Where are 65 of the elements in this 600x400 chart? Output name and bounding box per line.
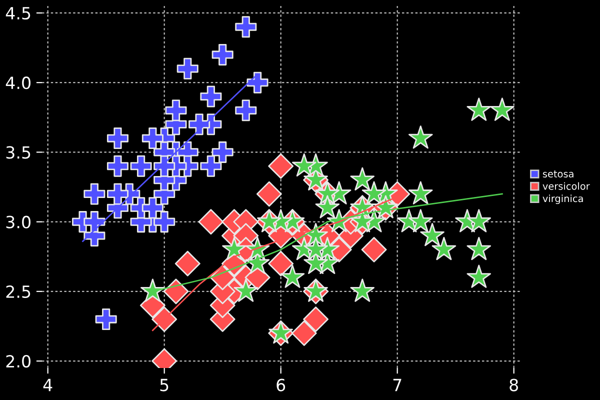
point	[268, 153, 294, 179]
point	[95, 308, 117, 330]
point	[152, 306, 178, 332]
point	[408, 181, 433, 204]
point	[84, 183, 106, 205]
point	[154, 155, 176, 177]
point	[466, 236, 492, 260]
point	[291, 320, 317, 346]
point	[200, 155, 222, 177]
point	[420, 223, 444, 246]
point	[235, 100, 257, 122]
point	[256, 181, 282, 207]
y-tick-label: 4.5	[6, 7, 30, 20]
x-tick-label: 7	[393, 378, 402, 392]
point	[292, 153, 316, 177]
x-tick-label: 5	[160, 378, 168, 392]
point	[280, 264, 305, 288]
point	[142, 197, 164, 219]
point	[106, 155, 128, 177]
point	[315, 195, 340, 218]
y-tick-label: 3.5	[6, 146, 30, 159]
point	[84, 211, 106, 233]
point	[106, 183, 128, 205]
x-tick-label: 8	[510, 378, 518, 392]
legend-label: virginica	[542, 194, 583, 204]
point	[222, 236, 246, 260]
point	[235, 16, 257, 38]
point	[212, 141, 234, 163]
point	[165, 100, 187, 122]
point	[490, 98, 514, 121]
point	[362, 181, 386, 204]
point	[408, 209, 433, 232]
x-tick-label: 6	[276, 378, 286, 392]
point	[154, 211, 176, 233]
point	[303, 306, 329, 332]
y-tick-label: 2.5	[6, 285, 30, 298]
x-tick-label: 4	[43, 378, 52, 392]
legend-label: setosa	[542, 170, 574, 178]
point	[361, 236, 387, 262]
point	[350, 167, 375, 190]
point	[163, 278, 189, 304]
point	[130, 155, 152, 177]
point	[466, 209, 492, 232]
point	[188, 114, 210, 136]
point	[466, 264, 492, 288]
point	[140, 278, 165, 302]
point	[176, 58, 198, 80]
point	[234, 278, 258, 302]
point	[350, 278, 375, 302]
point	[304, 236, 328, 260]
point	[246, 72, 268, 94]
point	[466, 98, 492, 121]
point	[408, 126, 433, 149]
point	[212, 44, 234, 66]
point	[106, 128, 128, 150]
point	[268, 250, 294, 276]
point	[432, 236, 456, 260]
point	[198, 209, 224, 235]
y-tick-label: 4.0	[6, 76, 30, 90]
y-tick-label: 2.0	[6, 355, 30, 368]
point	[142, 128, 164, 150]
point	[174, 250, 200, 276]
point	[200, 86, 222, 108]
legend-label: versicolor	[542, 182, 590, 190]
y-tick-label: 3.0	[6, 216, 30, 228]
